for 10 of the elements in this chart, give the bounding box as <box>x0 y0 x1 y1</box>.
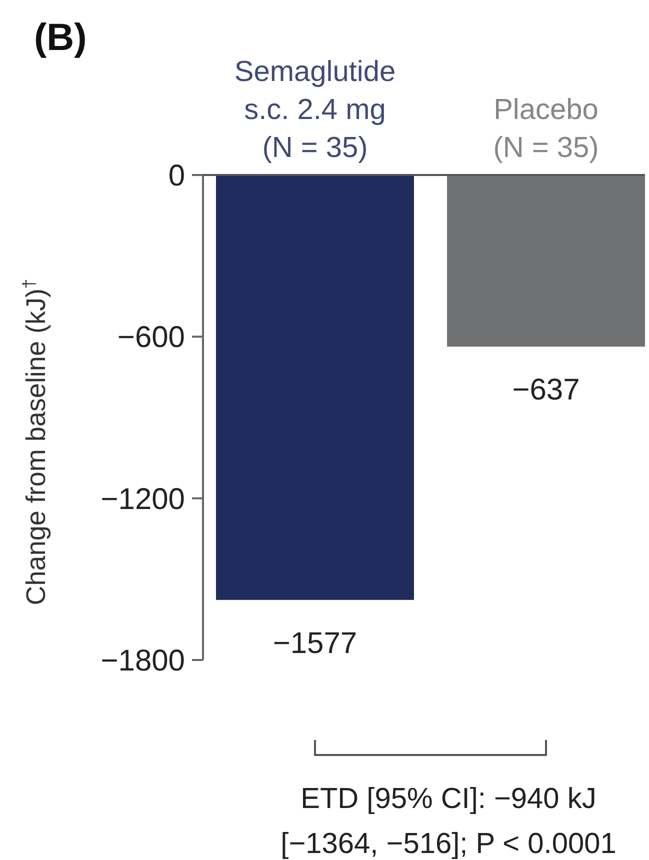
chart-title: (B) <box>34 17 87 59</box>
data-label: −637 <box>512 374 580 407</box>
y-tick-label: 0 <box>168 160 185 192</box>
x-tick-label: Placebo (N = 35) <box>493 94 599 164</box>
y-tick-label: −1800 <box>100 644 185 678</box>
text: ETD [95% CI]: −940 kJ [−1364, −516]; P < 0.0001 <box>280 783 616 860</box>
y-tick-label: −600 <box>117 321 185 354</box>
y-tick-label: −1200 <box>100 482 185 516</box>
data-label: −1577 <box>272 626 358 660</box>
x-tick-label: Semaglutide s.c. 2.4 mg (N = 35) <box>234 56 396 164</box>
